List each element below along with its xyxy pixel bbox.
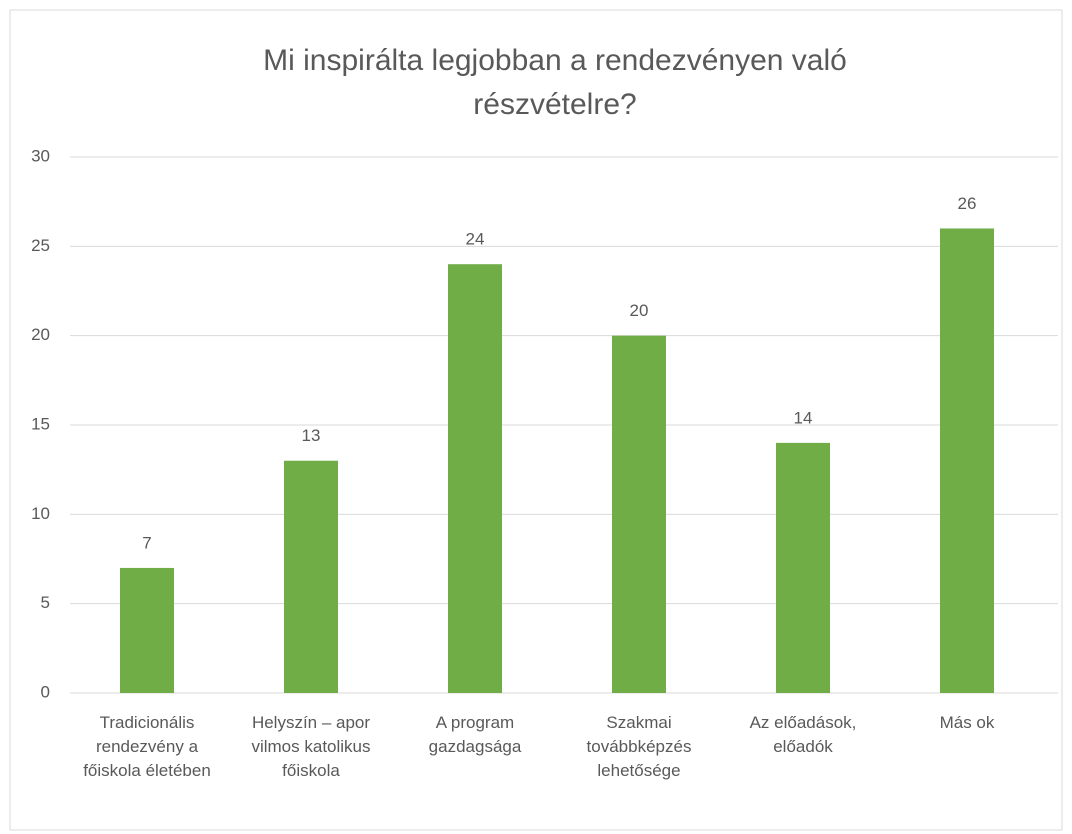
chart-title: Mi inspirálta legjobban a rendezvényen v…	[263, 44, 847, 121]
bar	[284, 460, 338, 693]
y-tick-label: 5	[41, 593, 50, 612]
chart-border	[9, 9, 1063, 831]
x-tick-label: Szakmai továbbképzés lehetősége	[587, 713, 692, 780]
x-tick-label: A program gazdagsága	[429, 713, 522, 756]
data-label: 7	[142, 533, 151, 552]
bar	[612, 335, 666, 693]
y-tick-label: 25	[31, 236, 50, 255]
bar	[940, 228, 994, 693]
y-tick-label: 15	[31, 414, 50, 433]
data-label: 14	[794, 408, 813, 427]
y-tick-label: 30	[31, 146, 50, 165]
data-label: 20	[630, 301, 649, 320]
y-tick-label: 20	[31, 325, 50, 344]
x-tick-label: Az előadások, előadók	[750, 713, 857, 756]
x-tick-label: Tradicionális rendezvény a főiskola életéb…	[83, 713, 211, 780]
data-label: 24	[466, 230, 485, 249]
y-tick-label: 0	[41, 682, 50, 701]
bar	[448, 264, 502, 693]
x-tick-label: Helyszín – apor vilmos katolikus főiskola	[251, 713, 370, 780]
data-label: 13	[302, 426, 321, 445]
bar	[776, 442, 830, 693]
y-tick-label: 10	[31, 504, 50, 523]
x-tick-label: Más ok	[940, 713, 995, 732]
data-label: 26	[958, 194, 977, 213]
bar	[120, 567, 174, 693]
